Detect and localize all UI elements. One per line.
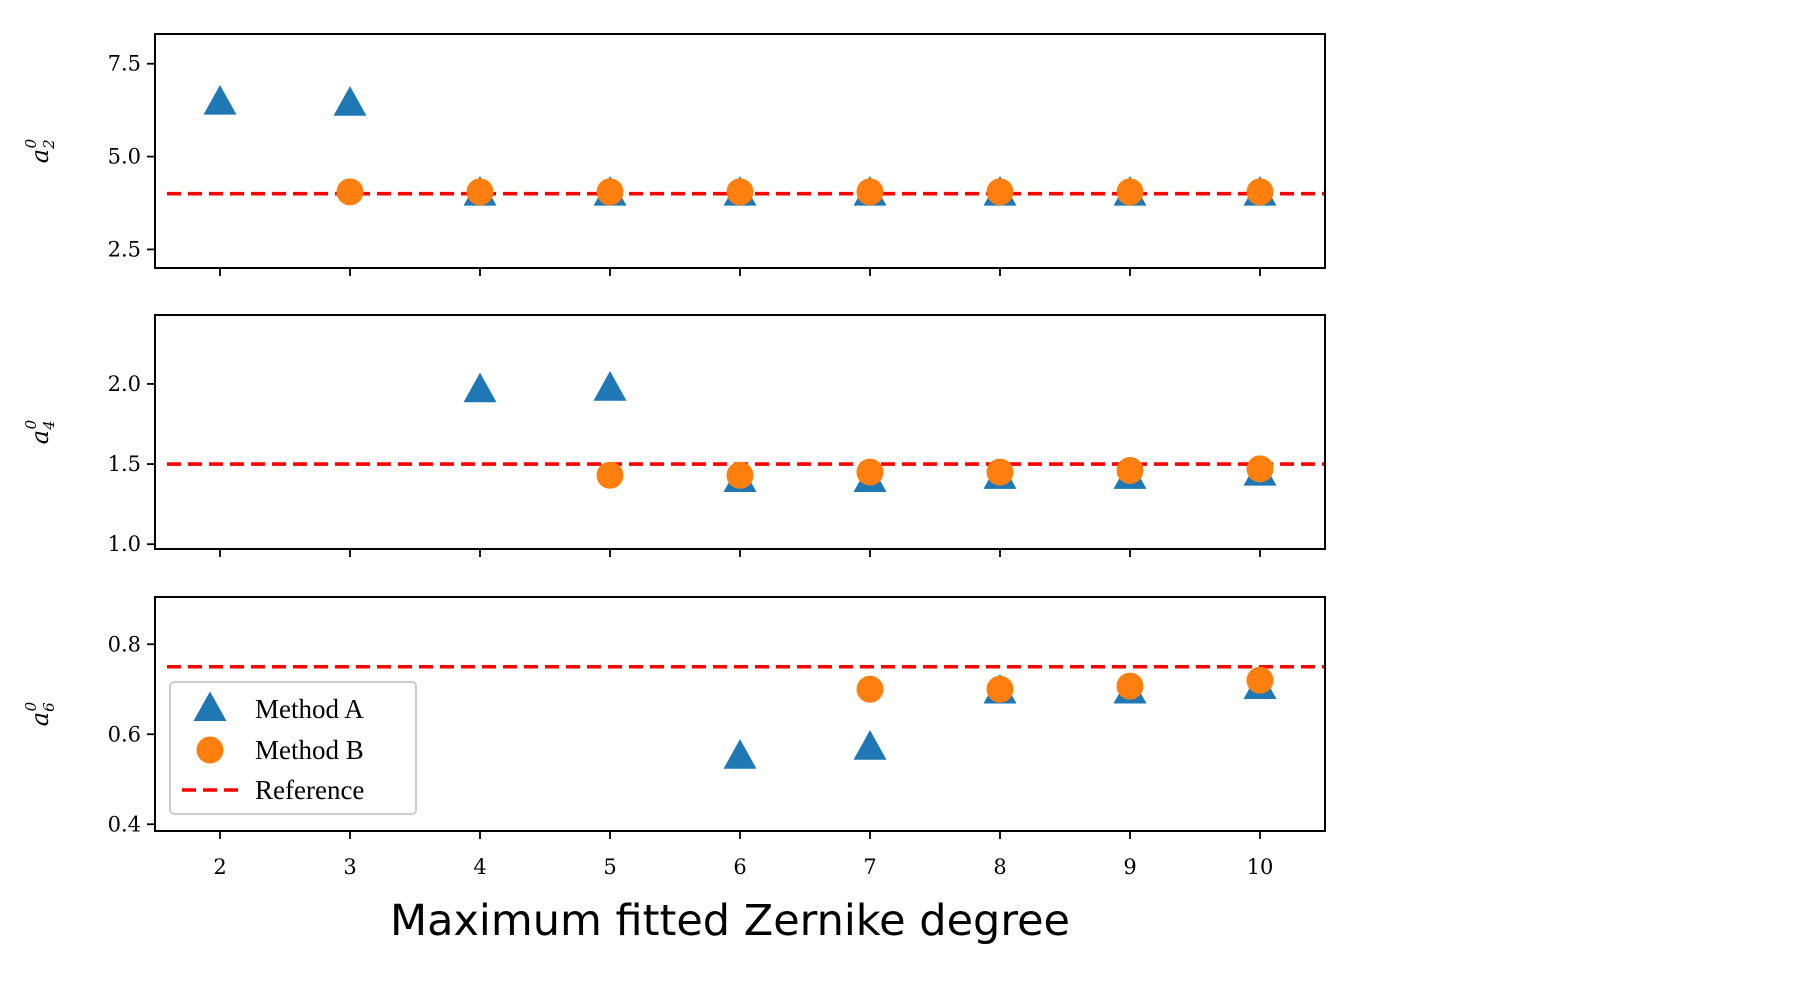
method-b-point — [1246, 455, 1274, 483]
method-b-point — [726, 178, 754, 206]
method-b-point — [596, 178, 624, 206]
y-tick-label: 2.5 — [108, 237, 141, 261]
method-b-point — [856, 458, 884, 486]
method-b-point — [986, 458, 1014, 486]
method-b-point — [856, 178, 884, 206]
method-b-point — [726, 461, 754, 489]
panel-1: 2.5 5.0 7.5 a20 — [22, 33, 1326, 276]
legend-triangle-icon — [193, 691, 227, 721]
panel-frame — [154, 314, 1326, 550]
y-tick-label: 0.6 — [108, 722, 141, 746]
method-a-point — [463, 372, 497, 403]
x-tick-label: 5 — [603, 855, 616, 879]
method-b-point — [1246, 666, 1274, 694]
y-tick-label: 7.5 — [108, 52, 141, 76]
method-b-point — [1116, 672, 1144, 700]
x-tick-label: 4 — [473, 855, 486, 879]
y-tick-label: 0.4 — [108, 812, 141, 836]
panel-frame — [154, 33, 1326, 269]
legend-circle-icon — [196, 736, 224, 764]
legend: Method A Method B Reference — [169, 681, 417, 815]
x-tick-label: 2 — [213, 855, 226, 879]
panel-3: 0.4 0.6 0.8 a60 — [22, 596, 1326, 839]
x-tick-label: 8 — [993, 855, 1006, 879]
x-axis-label: Maximum fitted Zernike degree — [390, 896, 1070, 946]
x-tick-label: 6 — [733, 855, 746, 879]
y-tick-label: 0.8 — [108, 632, 141, 656]
method-b-point — [1116, 178, 1144, 206]
method-b-point — [336, 178, 364, 206]
x-tick-label: 3 — [343, 855, 356, 879]
y-axis-label: a40 — [22, 419, 58, 444]
method-a-point — [333, 86, 367, 116]
y-tick-label: 1.0 — [108, 532, 141, 556]
legend-label: Method A — [255, 694, 364, 724]
method-b-point — [986, 675, 1014, 703]
method-a-point — [203, 85, 237, 115]
y-axis-label: a60 — [22, 701, 58, 726]
legend-label: Method B — [255, 735, 364, 765]
method-a-point — [593, 371, 627, 401]
x-tick-label: 9 — [1123, 855, 1136, 879]
panels: 2.5 5.0 7.5 a20 1.0 1.5 2.0 a40 0.4 0.6 0.8 a60 2 3 4 5… — [22, 33, 1326, 879]
y-axis-label: a20 — [22, 138, 58, 163]
method-a-point — [723, 739, 757, 769]
legend-label: Reference — [255, 775, 364, 805]
method-b-point — [1116, 456, 1144, 484]
method-a-point — [853, 730, 887, 760]
y-tick-label: 1.5 — [108, 452, 141, 476]
x-tick-label: 10 — [1247, 855, 1274, 879]
method-b-point — [466, 178, 494, 206]
method-b-point — [986, 178, 1014, 206]
legend-box — [169, 681, 417, 815]
method-b-point — [596, 461, 624, 489]
y-tick-label: 5.0 — [108, 145, 141, 169]
panel-2: 1.0 1.5 2.0 a40 — [22, 314, 1326, 557]
method-b-point — [856, 675, 884, 703]
x-tick-label: 7 — [863, 855, 876, 879]
y-tick-label: 2.0 — [108, 372, 141, 396]
method-b-point — [1246, 178, 1274, 206]
